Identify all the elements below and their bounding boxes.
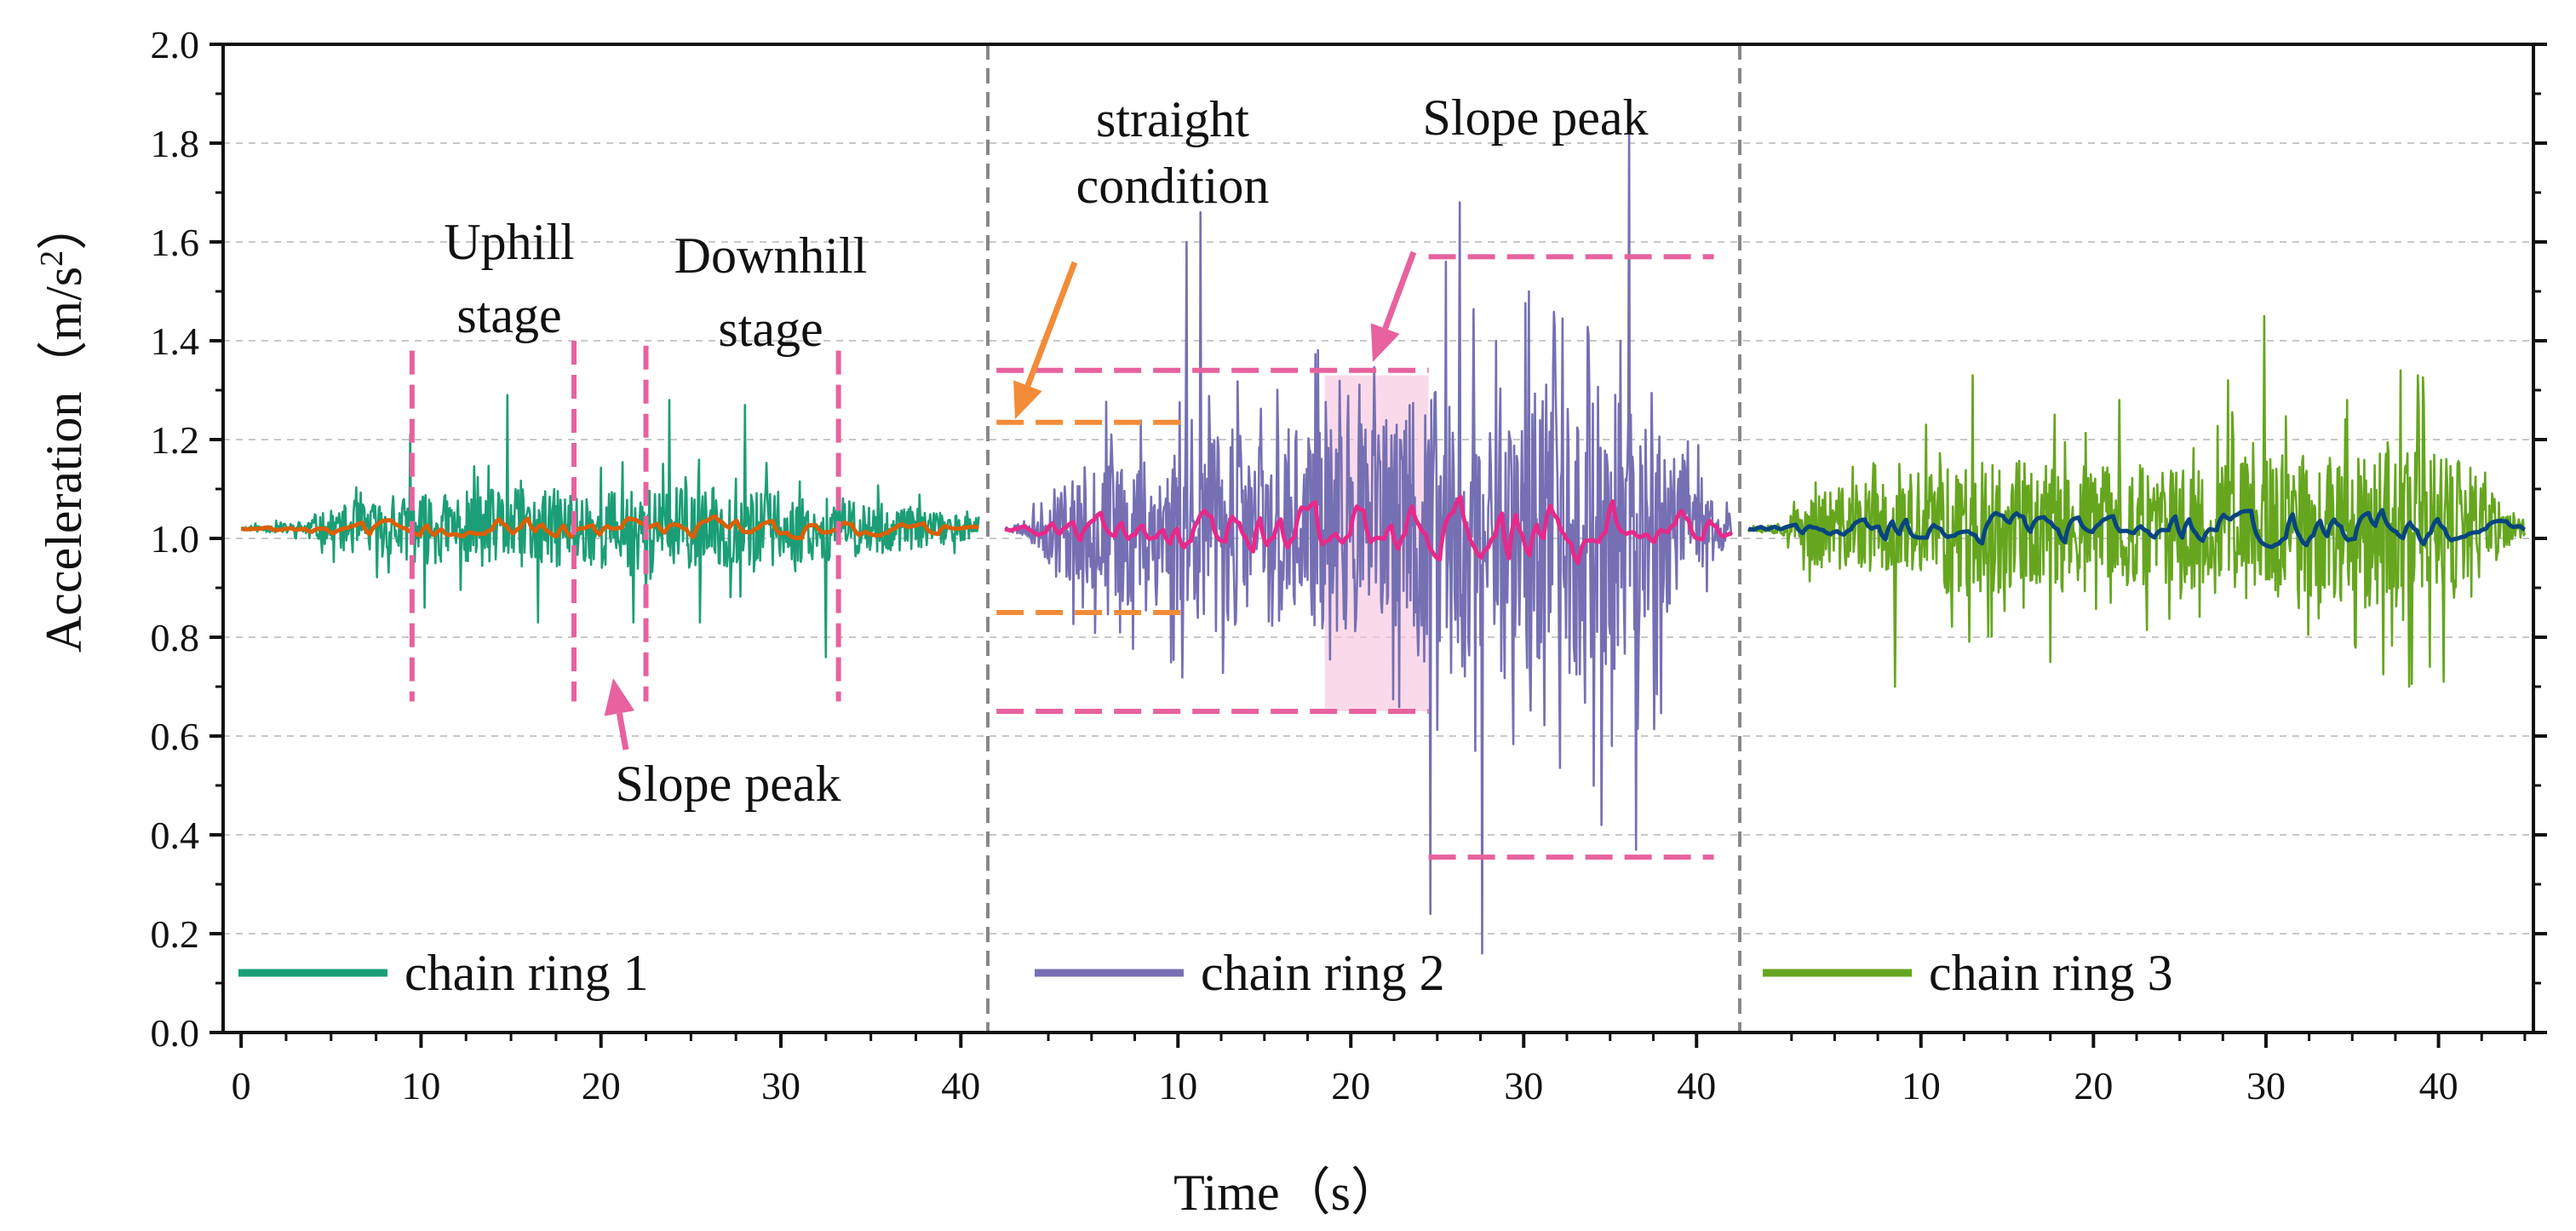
y-tick-label: 2.0 bbox=[151, 23, 200, 66]
y-tick-label: 0.4 bbox=[151, 814, 200, 857]
y-tick-label: 0.0 bbox=[151, 1011, 200, 1055]
arrow-slope-peak-1-shaft bbox=[616, 712, 629, 751]
y-axis-title: Acceleration（m/s2） bbox=[34, 199, 92, 653]
axes-layer: 0.0 0.2 0.4 0.6 0.8 1.0 1.2 1.4 1.6 1.8 2.0 0 10 20 30… bbox=[151, 23, 2547, 1107]
arrow-straight-condition-head bbox=[1013, 380, 1042, 419]
annotation-uphill-stage: stage bbox=[456, 287, 561, 343]
series-smooth-chain-ring-3 bbox=[1747, 508, 2527, 549]
x-tick-label: 40 bbox=[941, 1064, 980, 1107]
series-raw-chain-ring-3 bbox=[1747, 314, 2527, 688]
arrow-straight-condition-shaft bbox=[1024, 261, 1078, 387]
x-tick-label: 40 bbox=[2419, 1064, 2458, 1107]
y-tick-label: 1.6 bbox=[151, 221, 200, 264]
x-tick-label: 30 bbox=[2246, 1064, 2286, 1107]
x-tick-label: 10 bbox=[1158, 1064, 1197, 1107]
annotation-uphill: Uphill bbox=[444, 214, 574, 270]
arrow-slope-peak-2-shaft bbox=[1382, 250, 1417, 330]
series-raw-chain-ring-2 bbox=[1004, 127, 1733, 955]
y-tick-label: 0.6 bbox=[151, 715, 200, 758]
x-tick-label: 30 bbox=[761, 1064, 800, 1107]
annotation-downhill-stage: stage bbox=[718, 301, 823, 357]
y-tick-label: 1.0 bbox=[151, 517, 200, 561]
annotation-downhill: Downhill bbox=[674, 227, 868, 284]
y-axis-title-superscript: 2 bbox=[34, 250, 70, 267]
series-layer bbox=[239, 127, 2527, 955]
arrow-straight-condition bbox=[1013, 261, 1078, 419]
legend-label-chain-ring-2: chain ring 2 bbox=[1201, 945, 1445, 1001]
y-tick-label: 0.8 bbox=[151, 616, 200, 659]
x-axis-title: Time（s） bbox=[1173, 1165, 1402, 1221]
x-tick-label: 20 bbox=[2074, 1064, 2113, 1107]
series-raw-chain-ring-1 bbox=[240, 394, 980, 659]
arrow-slope-peak-1 bbox=[604, 678, 635, 751]
annotation-slope-peak-2: Slope peak bbox=[1423, 89, 1649, 146]
x-tick-label: 30 bbox=[1504, 1064, 1543, 1107]
x-tick-label: 10 bbox=[1902, 1064, 1941, 1107]
annotation-layer bbox=[409, 250, 1714, 860]
y-axis-title-main: Acceleration（m/s bbox=[36, 267, 92, 653]
arrow-slope-peak-1-head bbox=[604, 678, 635, 716]
annotation-straight: straight bbox=[1096, 91, 1249, 147]
y-tick-label: 1.2 bbox=[151, 418, 200, 462]
y-tick-label: 0.2 bbox=[151, 912, 200, 956]
x-tick-label: 40 bbox=[1677, 1064, 1716, 1107]
legend-label-chain-ring-3: chain ring 3 bbox=[1929, 945, 2173, 1001]
arrow-slope-peak-2-head bbox=[1370, 323, 1400, 362]
legend-label-chain-ring-1: chain ring 1 bbox=[404, 945, 649, 1001]
annotation-slope-peak-1: Slope peak bbox=[616, 756, 841, 812]
y-tick-label: 1.4 bbox=[151, 319, 200, 363]
x-tick-label: 10 bbox=[401, 1064, 440, 1107]
legend: chain ring 1 chain ring 2 chain ring 3 bbox=[238, 945, 2173, 1001]
series-smooth-chain-ring-2 bbox=[1003, 494, 1734, 566]
arrow-slope-peak-2 bbox=[1370, 250, 1417, 362]
series-smooth-chain-ring-1 bbox=[239, 514, 980, 541]
y-axis-title-end: ） bbox=[36, 199, 92, 250]
x-tick-label: 20 bbox=[1331, 1064, 1370, 1107]
x-tick-label: 0 bbox=[232, 1064, 251, 1107]
x-tick-label: 20 bbox=[582, 1064, 621, 1107]
y-tick-label: 1.8 bbox=[151, 122, 200, 165]
annotation-straight-condition: condition bbox=[1076, 158, 1270, 214]
